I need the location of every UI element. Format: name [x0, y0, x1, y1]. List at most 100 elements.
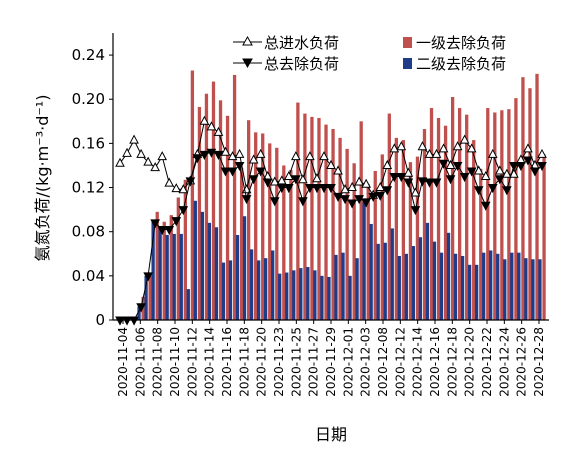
removal-load-point [312, 184, 322, 194]
removal-load-line [120, 151, 543, 321]
x-tick-label: 2020-11-29 [324, 327, 338, 397]
primary-removal-bar [310, 116, 314, 321]
x-tick-label: 2020-12-20 [463, 327, 477, 397]
influent-load-point [115, 157, 125, 167]
removal-load-point [487, 184, 498, 194]
x-tick-label: 2020-11-12 [185, 327, 199, 397]
influent-load-point [480, 170, 491, 180]
bar-series-group [137, 70, 546, 321]
primary-removal-bar [422, 129, 427, 320]
removal-load-point [248, 175, 259, 185]
primary-removal-bar [162, 221, 166, 320]
x-tick-label: 2020-12-16 [428, 327, 442, 397]
removal-load-point [305, 184, 315, 194]
primary-removal-bar [443, 125, 448, 320]
secondary-removal-bar [221, 262, 226, 320]
primary-removal-bar [155, 211, 159, 320]
x-tick-label: 2020-12-12 [393, 327, 407, 397]
removal-load-point [283, 184, 294, 194]
influent-load-point [164, 177, 175, 187]
legend-primary-label: 一级去除负荷 [416, 34, 506, 52]
legend-influent-label: 总进水负荷 [264, 34, 339, 52]
x-tick-label: 2020-12-24 [497, 327, 511, 397]
x-tick-label: 2020-11-06 [133, 327, 147, 397]
influent-load-point [424, 148, 435, 158]
x-tick-label: 2020-12-01 [341, 327, 355, 397]
legend-item-removal: 总去除负荷 [233, 55, 339, 73]
primary-removal-bar [197, 106, 202, 320]
primary-removal-bar [345, 148, 349, 320]
x-tick-label: 2020-11-25 [289, 327, 303, 397]
secondary-removal-bar [278, 273, 282, 320]
secondary-removal-bar [249, 249, 254, 320]
removal-load-point [185, 177, 196, 187]
y-tick-label: 0 [95, 311, 105, 329]
influent-load-point [438, 143, 449, 153]
influent-load-point [389, 143, 400, 153]
removal-load-point [333, 192, 343, 202]
removal-load-point [431, 178, 442, 188]
secondary-removal-bar [271, 250, 275, 320]
influent-load-point [129, 134, 139, 144]
primary-removal-bar [394, 137, 398, 320]
influent-load-point [220, 146, 231, 156]
legend-item-influent: 总进水负荷 [233, 34, 339, 52]
primary-removal-bar [436, 117, 441, 320]
removal-load-point [466, 167, 477, 177]
influent-load-point [150, 162, 161, 172]
secondary-removal-bar [327, 276, 331, 320]
secondary-removal-bar [235, 235, 240, 320]
influent-load-point [333, 165, 343, 175]
secondary-removal-bar [355, 258, 359, 320]
influent-load-point [340, 184, 350, 194]
influent-load-point [502, 168, 512, 178]
primary-removal-bar [514, 98, 518, 320]
removal-load-point [269, 197, 280, 207]
removal-load-point [276, 184, 287, 194]
removal-load-point [452, 161, 463, 172]
influent-load-point [326, 159, 336, 169]
x-tick-label: 2020-11-08 [151, 327, 165, 397]
influent-load-point [361, 178, 371, 188]
removal-load-point [396, 173, 407, 183]
x-tick-label: 2020-11-27 [307, 327, 321, 397]
secondary-removal-bar [453, 253, 458, 320]
secondary-removal-bar [503, 259, 507, 320]
primary-removal-bar [542, 154, 546, 320]
secondary-removal-bar [137, 306, 141, 320]
removal-load-point [143, 272, 153, 282]
influent-load-point [487, 148, 498, 158]
influent-load-point [537, 148, 547, 158]
removal-load-point [382, 186, 393, 196]
removal-load-point [530, 167, 540, 177]
removal-load-point [213, 150, 224, 160]
primary-removal-bar [296, 102, 300, 321]
secondary-removal-bar [538, 259, 542, 320]
secondary-removal-bar [242, 216, 247, 320]
secondary-removal-bar [460, 255, 465, 320]
removal-load-point [403, 178, 414, 188]
influent-load-point [431, 148, 442, 158]
secondary-removal-bar [179, 233, 183, 320]
influent-load-point [523, 143, 533, 153]
influent-load-point [206, 121, 217, 131]
primary-removal-bar [190, 70, 195, 321]
x-tick-label: 2020-12-28 [532, 327, 546, 397]
removal-load-point [516, 161, 526, 172]
removal-load-point [227, 167, 238, 177]
secondary-removal-bar [531, 259, 535, 320]
secondary-removal-bar [165, 235, 169, 320]
primary-removal-bar [535, 73, 539, 320]
x-tick-label: 2020-12-26 [515, 327, 529, 397]
primary-removal-bar [317, 117, 321, 320]
removal-load-point [480, 201, 491, 211]
primary-removal-bar [225, 115, 230, 321]
primary-removal-bar [429, 108, 434, 320]
removal-load-point [445, 175, 456, 185]
secondary-removal-bar [376, 243, 380, 320]
x-tick-label: 2020-12-14 [411, 327, 425, 397]
x-tick-label: 2020-11-14 [203, 327, 217, 397]
secondary-removal-bar [200, 211, 204, 320]
y-axis-title: 氨氮负荷/(kg·m⁻³·d⁻¹) [33, 95, 52, 262]
influent-load-point [227, 151, 238, 161]
